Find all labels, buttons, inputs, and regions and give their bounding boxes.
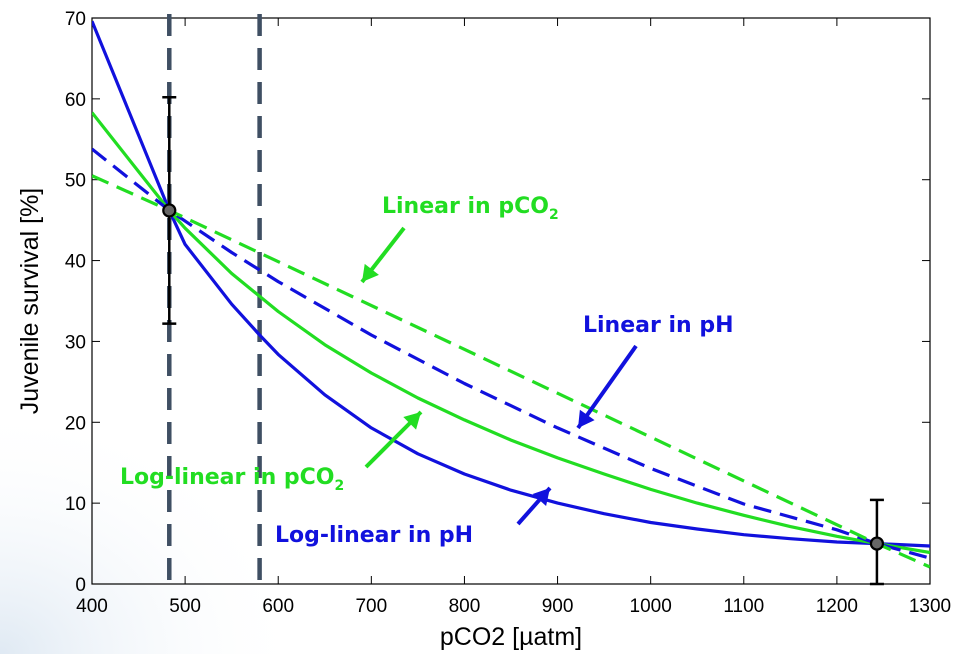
series-lines: [92, 20, 930, 569]
y-axis-title: Juvenile survival [%]: [16, 188, 44, 414]
x-tick-label: 500: [169, 596, 201, 617]
x-tick-label: 800: [449, 596, 481, 617]
x-tick-label: 1000: [630, 596, 672, 617]
annotation-linear-ph-arrowhead: [578, 409, 595, 428]
y-tick-label: 60: [65, 90, 86, 111]
x-tick-label: 600: [262, 596, 294, 617]
annotation-linear-ph-arrow: [576, 344, 638, 430]
x-axis-ticks: 400 500 600 700 800 900 1000 1100 1200 1300: [76, 18, 951, 617]
annotation-linear-ph-label: Linear in pH: [583, 313, 734, 338]
x-tick-label: 1100: [723, 596, 764, 617]
plot-area: [91, 17, 931, 585]
data-points: [162, 95, 885, 586]
background-fade: [0, 340, 380, 654]
x-tick-label: 700: [355, 596, 387, 617]
annotation-log-linear-pco2-label: Log-linear in pCO2: [120, 465, 344, 494]
series-line-linear-pco2: [92, 174, 930, 569]
y-axis-ticks: 0 10 20 30 40 50 60 70: [65, 9, 930, 596]
x-tick-label: 1300: [909, 596, 951, 617]
y-tick-label: 30: [65, 332, 86, 353]
x-tick-label: 1200: [816, 596, 858, 617]
annotations: Linear in pCO2 Linear in pH Log-linear in …: [120, 194, 734, 548]
y-tick-label: 10: [65, 494, 86, 515]
data-point-marker: [869, 536, 885, 551]
y-tick-label: 70: [65, 9, 86, 30]
annotation-log-linear-pco2-arrowhead: [403, 412, 421, 430]
y-tick-label: 40: [65, 252, 86, 273]
series-line-log-linear-pco2: [92, 111, 930, 555]
data-point-marker: [162, 203, 177, 218]
y-tick-label: 50: [65, 171, 86, 192]
annotation-log-linear-ph-arrowhead: [532, 488, 550, 506]
annotation-log-linear-ph-label: Log-linear in pH: [275, 523, 473, 548]
x-tick-label: 900: [542, 596, 574, 617]
y-tick-label: 20: [65, 413, 86, 434]
x-tick-label: 400: [76, 596, 108, 617]
series-line-log-linear-ph: [92, 20, 930, 548]
annotation-linear-pco2-arrowhead: [362, 263, 379, 282]
x-axis-title: pCO2 [µatm]: [440, 623, 582, 651]
y-tick-label: 0: [75, 575, 86, 596]
annotation-linear-pco2-label: Linear in pCO2: [382, 194, 559, 223]
series-line-linear-ph: [92, 147, 930, 560]
